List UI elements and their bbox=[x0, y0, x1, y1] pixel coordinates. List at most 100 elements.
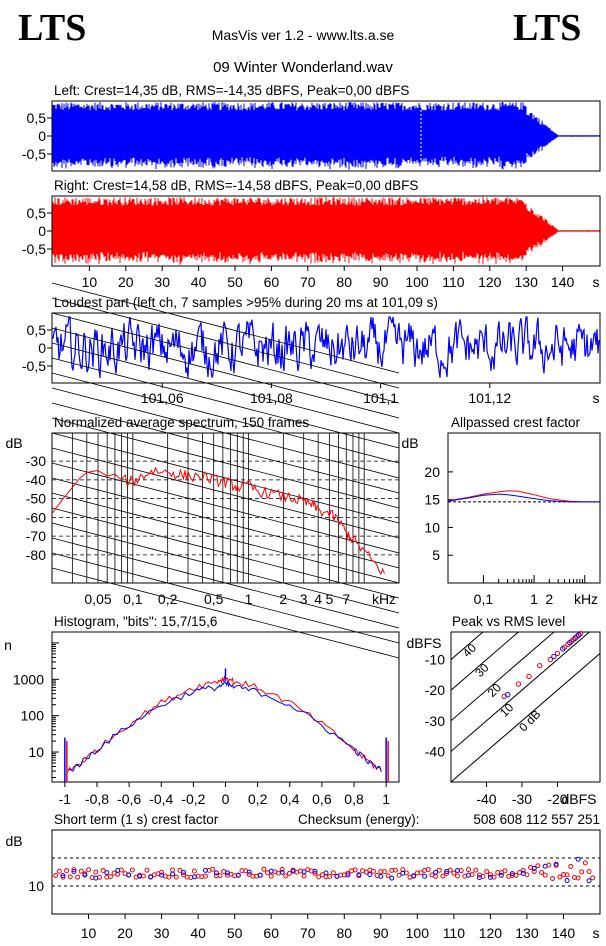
stc-point-right bbox=[586, 869, 592, 875]
pvr-point-right bbox=[515, 681, 522, 687]
stc-xtick: 40 bbox=[190, 925, 206, 941]
spectrum-xtick: 3 bbox=[300, 591, 308, 607]
stc-point-left bbox=[148, 874, 154, 880]
checksum-value: 508 608 112 557 251 bbox=[473, 812, 600, 827]
pvr-crest-line bbox=[451, 652, 600, 782]
hist-ytick: 1000 bbox=[13, 671, 44, 687]
stc-point-right bbox=[451, 870, 457, 876]
stc-point-right bbox=[465, 867, 471, 873]
time-axis-tick-label: 60 bbox=[264, 274, 280, 290]
stc-point-left bbox=[433, 869, 439, 875]
pvr-lines bbox=[451, 632, 600, 782]
spectrum-slope-line bbox=[51, 552, 400, 644]
stc-point-right bbox=[502, 868, 508, 874]
stc-xtick: 80 bbox=[336, 925, 352, 941]
spectrum-slope-line bbox=[51, 477, 400, 569]
left-wave-ytick: -0,5 bbox=[22, 146, 46, 162]
spectrum-slope-line bbox=[51, 567, 400, 659]
stc-point-right bbox=[473, 867, 479, 873]
crest-ytick: 5 bbox=[432, 547, 440, 563]
loudest-ytick: -0,5 bbox=[22, 358, 46, 374]
hist-xtick: 0 bbox=[222, 791, 230, 807]
loudest-trace bbox=[52, 316, 600, 379]
stc-point-right bbox=[177, 867, 183, 873]
hist-ytick: 100 bbox=[21, 708, 45, 724]
stc-point-right bbox=[542, 872, 548, 878]
pvr-point-left bbox=[567, 640, 573, 646]
crest-xtick: 2 bbox=[545, 591, 553, 607]
spectrum-slope-line bbox=[51, 282, 400, 374]
peak-vs-rms-title: Peak vs RMS level bbox=[452, 614, 565, 629]
stc-point-right bbox=[75, 874, 81, 880]
left-waveform-title: Left: Crest=14,35 dB, RMS=-14,35 dBFS, P… bbox=[54, 83, 409, 98]
spectrum-curve bbox=[51, 466, 385, 576]
spectrum-slope-line bbox=[51, 522, 400, 614]
stc-point-right bbox=[159, 869, 165, 875]
spectrum-slope-line bbox=[51, 312, 400, 404]
spectrum-ylabel: dB bbox=[5, 435, 22, 451]
stc-point-right bbox=[86, 867, 92, 873]
stc-xtick: 90 bbox=[373, 925, 389, 941]
pvr-diag-label: 10 bbox=[497, 700, 517, 720]
stc-xtick: 10 bbox=[81, 925, 97, 941]
stc-point-right bbox=[455, 873, 461, 879]
spectrum-xtick: 0,05 bbox=[84, 591, 111, 607]
pvr-xtick: -20 bbox=[547, 791, 567, 807]
pvr-xunit: dBFS bbox=[561, 791, 596, 807]
stc-point-right bbox=[129, 867, 135, 873]
crest-xtick: kHz bbox=[574, 591, 598, 607]
short-term-crest-title: Short term (1 s) crest factor bbox=[54, 812, 219, 827]
stc-point-left bbox=[531, 865, 537, 871]
spectrum-slope-line bbox=[51, 357, 400, 449]
stc-point-left bbox=[334, 873, 340, 879]
stc-point-right bbox=[381, 869, 387, 875]
crest-curve-left bbox=[447, 493, 600, 503]
time-axis-unit: s bbox=[593, 274, 600, 290]
stc-point-right bbox=[520, 867, 526, 873]
left-wave-ytick: 0 bbox=[38, 128, 46, 144]
spectrum-ytick: -50 bbox=[26, 491, 46, 507]
spectrum-unit: kHz bbox=[372, 591, 396, 607]
stc-ylabel: dB bbox=[5, 833, 22, 849]
stc-point-right bbox=[550, 875, 556, 881]
stc-point-right bbox=[535, 863, 541, 869]
stc-point-left bbox=[465, 872, 471, 878]
loudest-ytick: 0,5 bbox=[27, 322, 47, 338]
spectrum-slope-line bbox=[51, 297, 400, 389]
stc-xtick: 130 bbox=[515, 925, 539, 941]
stc-point-right bbox=[107, 874, 113, 880]
stc-point-right bbox=[181, 872, 187, 878]
spectrum-ytick: -70 bbox=[26, 528, 46, 544]
spectrum-ytick: -30 bbox=[26, 453, 46, 469]
stc-point-left bbox=[115, 867, 121, 873]
stc-point-right bbox=[568, 863, 574, 869]
hist-xtick: 0,8 bbox=[344, 791, 364, 807]
peak-vs-rms-frame bbox=[450, 631, 601, 783]
spectrum-xtick: 0,2 bbox=[158, 591, 178, 607]
stc-point-right bbox=[173, 874, 179, 880]
stc-point-right bbox=[202, 873, 208, 879]
pvr-crest-line bbox=[451, 632, 591, 753]
file-name: 09 Winter Wonderland.wav bbox=[213, 59, 393, 76]
stc-point-left bbox=[520, 870, 526, 876]
stc-point-left bbox=[257, 872, 263, 878]
stc-xtick: 100 bbox=[406, 925, 430, 941]
spectrum-slope-line bbox=[51, 507, 400, 599]
time-axis-tick-label: 40 bbox=[191, 274, 207, 290]
allpassed-crest-frame bbox=[447, 432, 601, 584]
right-wave-ytick: 0 bbox=[38, 223, 46, 239]
time-axis-tick-label: 10 bbox=[82, 274, 98, 290]
stc-point-left bbox=[126, 872, 132, 878]
stc-point-right bbox=[67, 874, 73, 880]
pvr-diag-label: 40 bbox=[460, 640, 480, 660]
stc-point-right bbox=[64, 868, 70, 874]
stc-xtick: 20 bbox=[117, 925, 133, 941]
logo-left: LTS bbox=[18, 7, 87, 49]
stc-point-right bbox=[286, 870, 292, 876]
stc-point-left bbox=[71, 868, 77, 874]
stc-point-right bbox=[436, 867, 442, 873]
pvr-ytick: -40 bbox=[425, 743, 445, 759]
hist-ylabel: n bbox=[4, 637, 12, 653]
stc-point-left bbox=[575, 856, 581, 862]
spectrum-xtick: 5 bbox=[325, 591, 333, 607]
